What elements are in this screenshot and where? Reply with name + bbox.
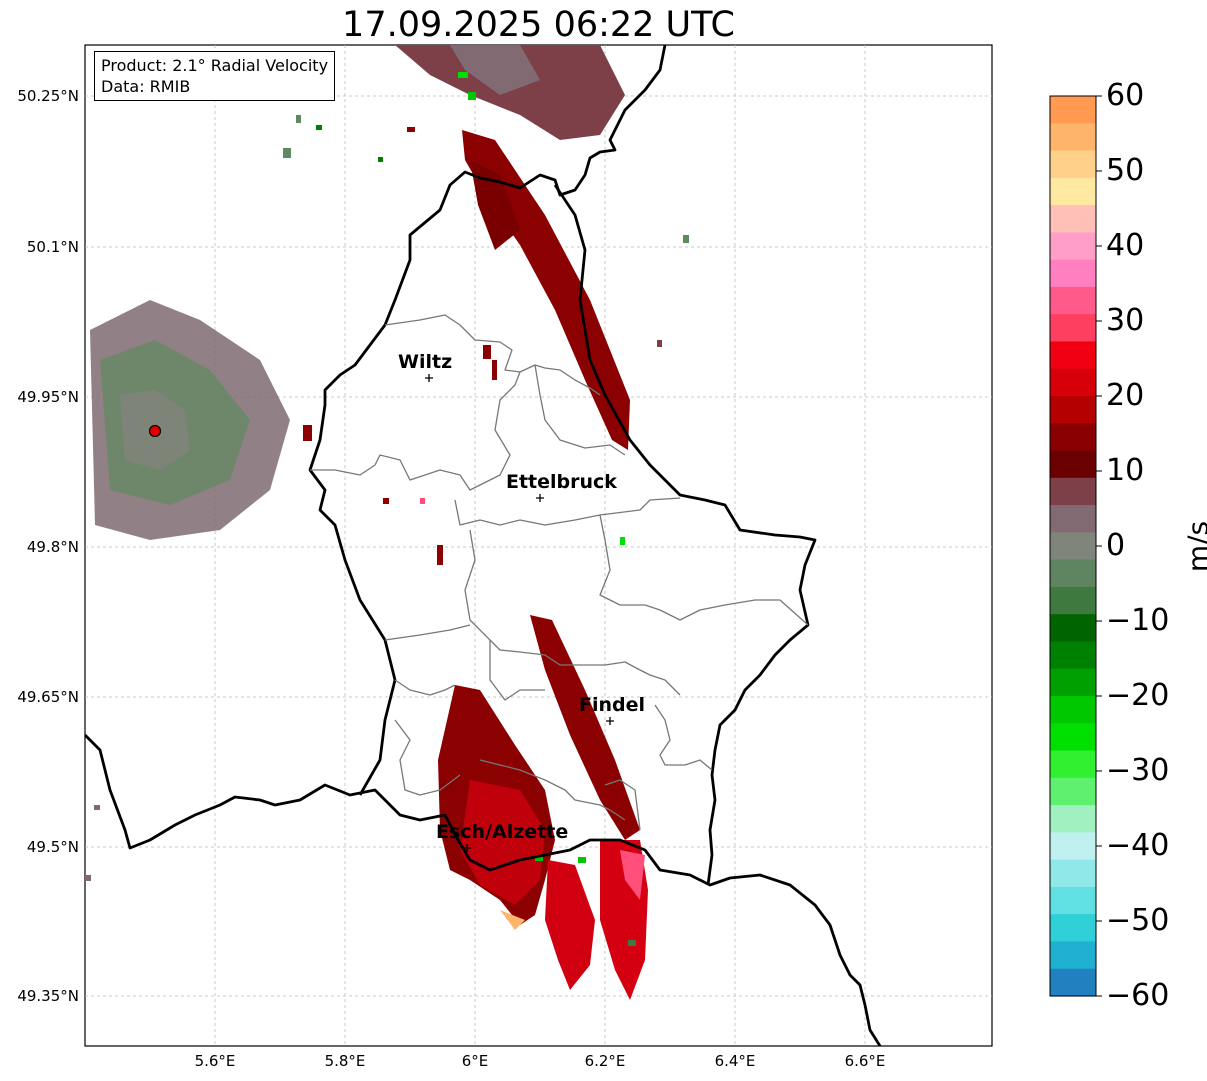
colorbar-unit-label: m/s xyxy=(1181,520,1207,573)
colorbar-segment xyxy=(1050,314,1096,343)
colorbar-segment xyxy=(1050,532,1096,561)
colorbar-tick-label: 10 xyxy=(1106,453,1145,488)
colorbar-segment xyxy=(1050,150,1096,179)
x-tick-label: 6.4°E xyxy=(714,1052,756,1070)
colorbar-segment xyxy=(1050,668,1096,697)
colorbar-segment xyxy=(1050,750,1096,779)
colorbar-segment xyxy=(1050,723,1096,752)
colorbar-segment xyxy=(1050,614,1096,643)
city-label-esch-alzette: Esch/Alzette xyxy=(436,821,569,843)
colorbar-segment xyxy=(1050,477,1096,506)
canton-borders xyxy=(310,314,809,831)
colorbar-segment xyxy=(1050,205,1096,233)
radar-site-marker xyxy=(148,424,162,438)
colorbar-segment xyxy=(1050,368,1096,397)
colorbar-segment xyxy=(1050,886,1096,915)
colorbar-segment xyxy=(1050,968,1096,997)
colorbar-tick-label: 40 xyxy=(1106,228,1145,263)
country-border xyxy=(84,44,882,1047)
y-tick-label: 49.95°N xyxy=(17,388,79,406)
colorbar-segment xyxy=(1050,259,1096,288)
product-label: Product: 2.1° Radial Velocity xyxy=(101,56,329,75)
x-tick-label: 6.2°E xyxy=(584,1052,626,1070)
colorbar-tick-label: 20 xyxy=(1106,378,1145,413)
colorbar-segment xyxy=(1050,423,1096,452)
colorbar-tick-label: 30 xyxy=(1106,303,1145,338)
colorbar-tick-label: −60 xyxy=(1106,978,1170,1013)
colorbar-tick-label: 50 xyxy=(1106,153,1145,188)
colorbar-segment xyxy=(1050,396,1096,424)
colorbar-segment xyxy=(1050,832,1096,861)
colorbar-segment xyxy=(1050,805,1096,833)
colorbar-segment xyxy=(1050,450,1096,479)
colorbar-segment xyxy=(1050,123,1096,152)
y-tick-label: 50.1°N xyxy=(26,238,79,256)
city-label-ettelbruck: Ettelbruck xyxy=(506,471,617,493)
product-info-box: Product: 2.1° Radial Velocity Data: RMIB xyxy=(94,51,336,101)
colorbar-tick-label: −10 xyxy=(1106,603,1170,638)
y-tick-label: 49.8°N xyxy=(26,538,79,556)
city-label-findel: Findel xyxy=(579,694,646,716)
colorbar-tick-label: 60 xyxy=(1106,78,1145,113)
colorbar-segment xyxy=(1050,777,1096,806)
colorbar-segment xyxy=(1050,586,1096,615)
colorbar-segment xyxy=(1050,559,1096,588)
data-source-label: Data: RMIB xyxy=(101,77,191,96)
colorbar-segment xyxy=(1050,286,1096,315)
colorbar-tick-label: −30 xyxy=(1106,753,1170,788)
y-tick-label: 50.25°N xyxy=(17,87,79,105)
colorbar-segment xyxy=(1050,341,1096,370)
y-tick-label: 49.65°N xyxy=(17,688,79,706)
colorbar-segment xyxy=(1050,941,1096,970)
colorbar-segment xyxy=(1050,859,1096,888)
colorbar-segment xyxy=(1050,96,1096,124)
colorbar-segment xyxy=(1050,641,1096,670)
colorbar-segment xyxy=(1050,696,1096,724)
colorbar-segment xyxy=(1050,232,1096,261)
radar-clutter xyxy=(90,300,290,540)
x-tick-label: 5.6°E xyxy=(194,1052,236,1070)
x-tick-label: 6.6°E xyxy=(844,1052,886,1070)
x-tick-label: 6°E xyxy=(461,1052,489,1070)
y-tick-label: 49.5°N xyxy=(26,838,79,856)
colorbar-segment xyxy=(1050,177,1096,206)
colorbar-tick-label: −50 xyxy=(1106,903,1170,938)
colorbar-tick-label: −40 xyxy=(1106,828,1170,863)
colorbar-tick-label: −20 xyxy=(1106,678,1170,713)
colorbar xyxy=(1049,95,1102,997)
y-tick-label: 49.35°N xyxy=(17,987,79,1005)
colorbar-tick-label: 0 xyxy=(1106,528,1126,563)
velocity-echoes xyxy=(85,45,689,1000)
map-title: 17.09.2025 06:22 UTC xyxy=(342,5,735,45)
city-label-wiltz: Wiltz xyxy=(398,351,453,373)
city-markers xyxy=(425,374,614,852)
colorbar-segment xyxy=(1050,914,1096,943)
colorbar-segment xyxy=(1050,505,1096,533)
x-tick-label: 5.8°E xyxy=(324,1052,366,1070)
